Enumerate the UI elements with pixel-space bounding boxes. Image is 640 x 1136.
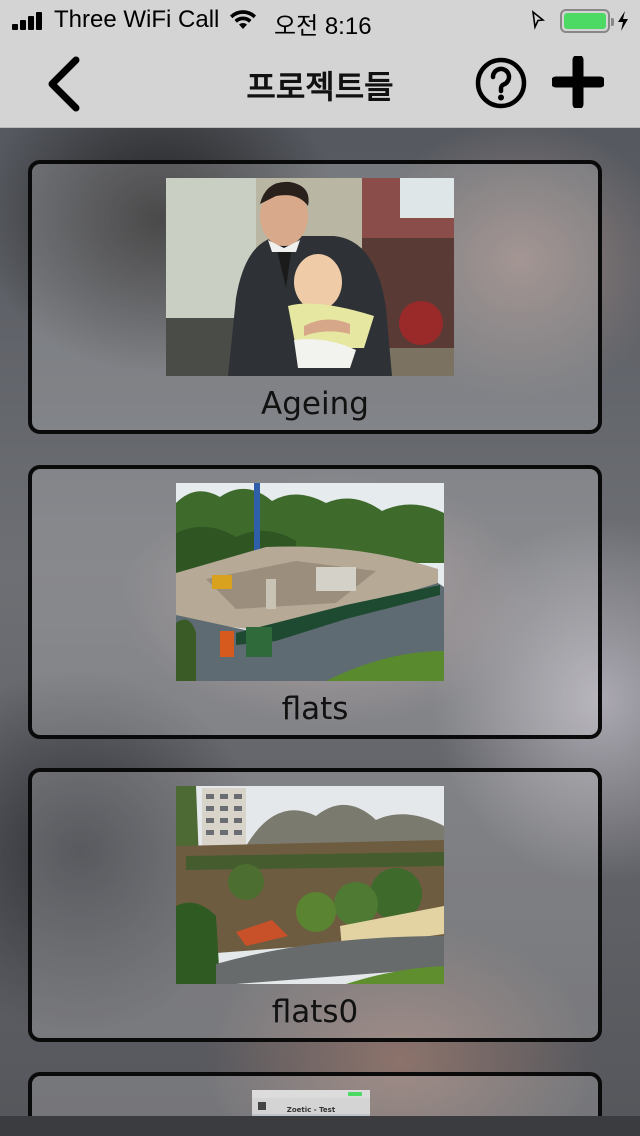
location-arrow-icon — [531, 10, 546, 30]
project-card[interactable]: Ageing — [28, 160, 602, 434]
project-name: Ageing — [261, 386, 369, 422]
clock: 오전 8:16 — [274, 13, 372, 40]
project-thumbnail — [252, 1090, 370, 1116]
project-card[interactable]: flats0 — [28, 768, 602, 1042]
project-thumbnail — [176, 483, 444, 681]
bottom-strip — [0, 1116, 640, 1136]
project-list[interactable]: Ageing flats — [0, 128, 640, 1116]
project-name: flats — [281, 691, 349, 727]
wifi-icon — [230, 10, 256, 29]
back-button[interactable] — [36, 54, 96, 114]
thumbnail-caption: Zoetic - Test — [286, 1106, 336, 1114]
status-bar: Three WiFi Call 오전 8:16 — [0, 0, 640, 40]
page-title: 프로젝트들 — [246, 68, 394, 106]
help-button[interactable] — [474, 56, 528, 110]
project-thumbnail — [176, 786, 444, 984]
project-thumbnail — [166, 178, 454, 376]
project-card[interactable]: Zoetic - Test — [28, 1072, 602, 1116]
project-name: flats0 — [271, 994, 359, 1030]
navigation-bar: 프로젝트들 — [0, 40, 640, 128]
battery-icon — [560, 9, 614, 33]
project-card[interactable]: flats — [28, 465, 602, 739]
charging-bolt-icon — [618, 11, 628, 31]
battery-level — [564, 13, 606, 29]
signal-icon — [12, 12, 46, 30]
add-project-button[interactable] — [552, 56, 604, 108]
carrier-name: Three WiFi Call — [54, 6, 220, 33]
